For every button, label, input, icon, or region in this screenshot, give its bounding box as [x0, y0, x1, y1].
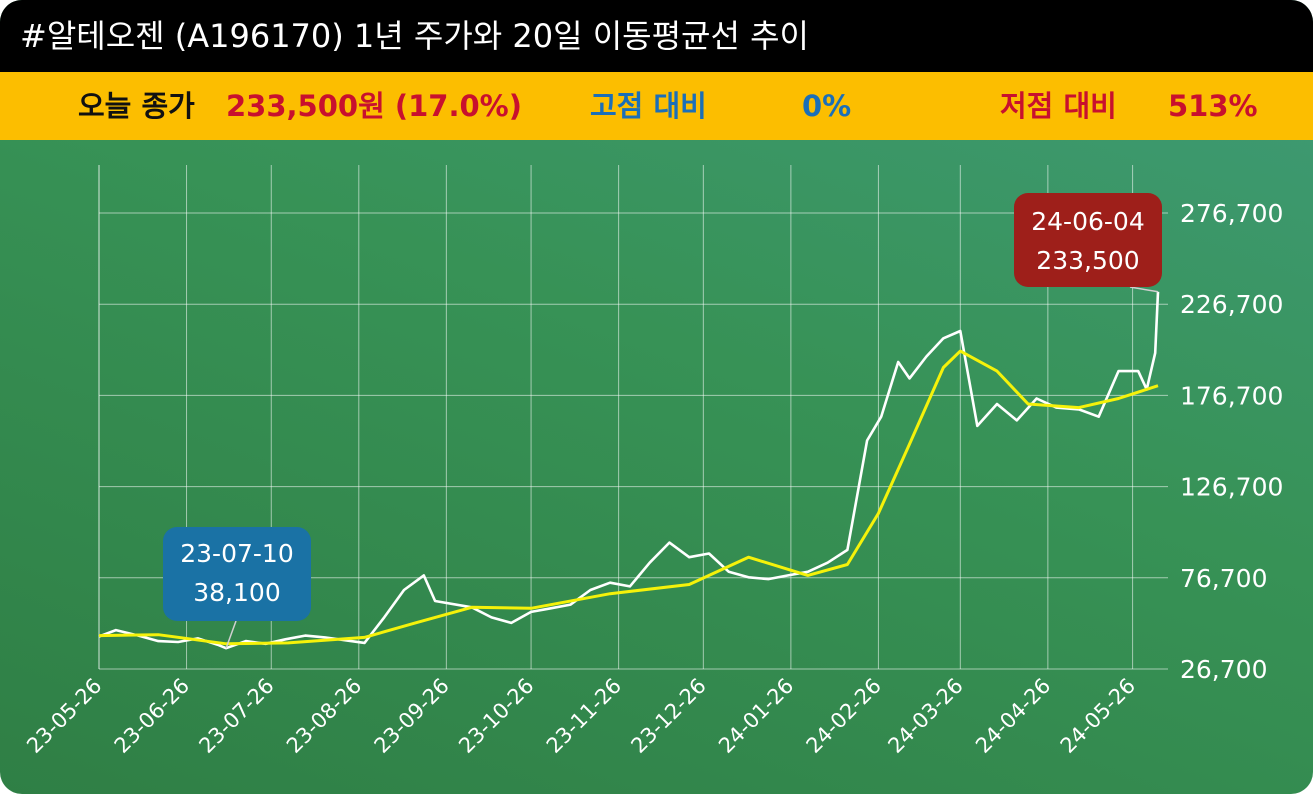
- chart-title-bar: #알테오젠 (A196170) 1년 주가와 20일 이동평균선 추이: [0, 0, 1313, 72]
- x-axis-ticks: 23-05-26 23-06-26 23-07-26 23-08-26 23-09-26…: [22, 674, 1140, 758]
- x-tick-label: 23-11-26: [542, 674, 626, 758]
- low-callout-leader: [225, 620, 237, 649]
- x-tick-label: 24-01-26: [714, 674, 798, 758]
- high-callout: 24-06-04 233,500: [1014, 193, 1162, 293]
- y-tick-label: 226,700: [1180, 290, 1283, 319]
- high-compare-value: 0%: [802, 89, 852, 123]
- summary-bar: 오늘 종가 233,500원 (17.0%) 고점 대비 0% 저점 대비 51…: [0, 72, 1313, 140]
- high-callout-value: 233,500: [1036, 246, 1139, 275]
- x-tick-label: 23-07-26: [194, 674, 278, 758]
- x-tick-label: 23-05-26: [22, 674, 106, 758]
- high-compare-label: 고점 대비: [590, 89, 707, 123]
- x-tick-label: 23-12-26: [626, 674, 710, 758]
- x-tick-label: 24-03-26: [883, 674, 967, 758]
- ma20-series-line: [98, 349, 1159, 646]
- y-tick-label: 126,700: [1180, 473, 1283, 502]
- x-tick-label: 23-10-26: [454, 674, 538, 758]
- y-tick-label: 276,700: [1180, 199, 1283, 228]
- low-callout-date: 23-07-10: [180, 539, 293, 568]
- y-tick-label: 76,700: [1180, 564, 1267, 593]
- high-callout-leader: [1129, 286, 1159, 293]
- x-tick-label: 23-08-26: [282, 674, 366, 758]
- y-axis-ticks: 26,700 76,700 126,700 176,700 226,700 276,700: [1180, 199, 1283, 684]
- low-callout-value: 38,100: [193, 578, 280, 607]
- x-tick-label: 23-09-26: [370, 674, 454, 758]
- page-title: #알테오젠 (A196170) 1년 주가와 20일 이동평균선 추이: [20, 17, 809, 55]
- close-price-value: 233,500원 (17.0%): [226, 89, 522, 123]
- y-tick-label: 176,700: [1180, 381, 1283, 410]
- low-callout: 23-07-10 38,100: [163, 527, 311, 649]
- x-tick-label: 24-05-26: [1056, 674, 1140, 758]
- price-series-line: [98, 291, 1160, 650]
- low-compare-value: 513%: [1168, 89, 1258, 123]
- y-tick-label: 26,700: [1180, 655, 1267, 684]
- x-tick-label: 24-04-26: [971, 674, 1055, 758]
- high-callout-date: 24-06-04: [1031, 207, 1144, 236]
- x-tick-label: 24-02-26: [802, 674, 886, 758]
- x-tick-label: 23-06-26: [110, 674, 194, 758]
- low-compare-label: 저점 대비: [1000, 89, 1117, 123]
- close-price-label: 오늘 종가: [78, 89, 195, 123]
- high-callout-box: [1014, 193, 1162, 287]
- low-callout-box: [163, 527, 311, 621]
